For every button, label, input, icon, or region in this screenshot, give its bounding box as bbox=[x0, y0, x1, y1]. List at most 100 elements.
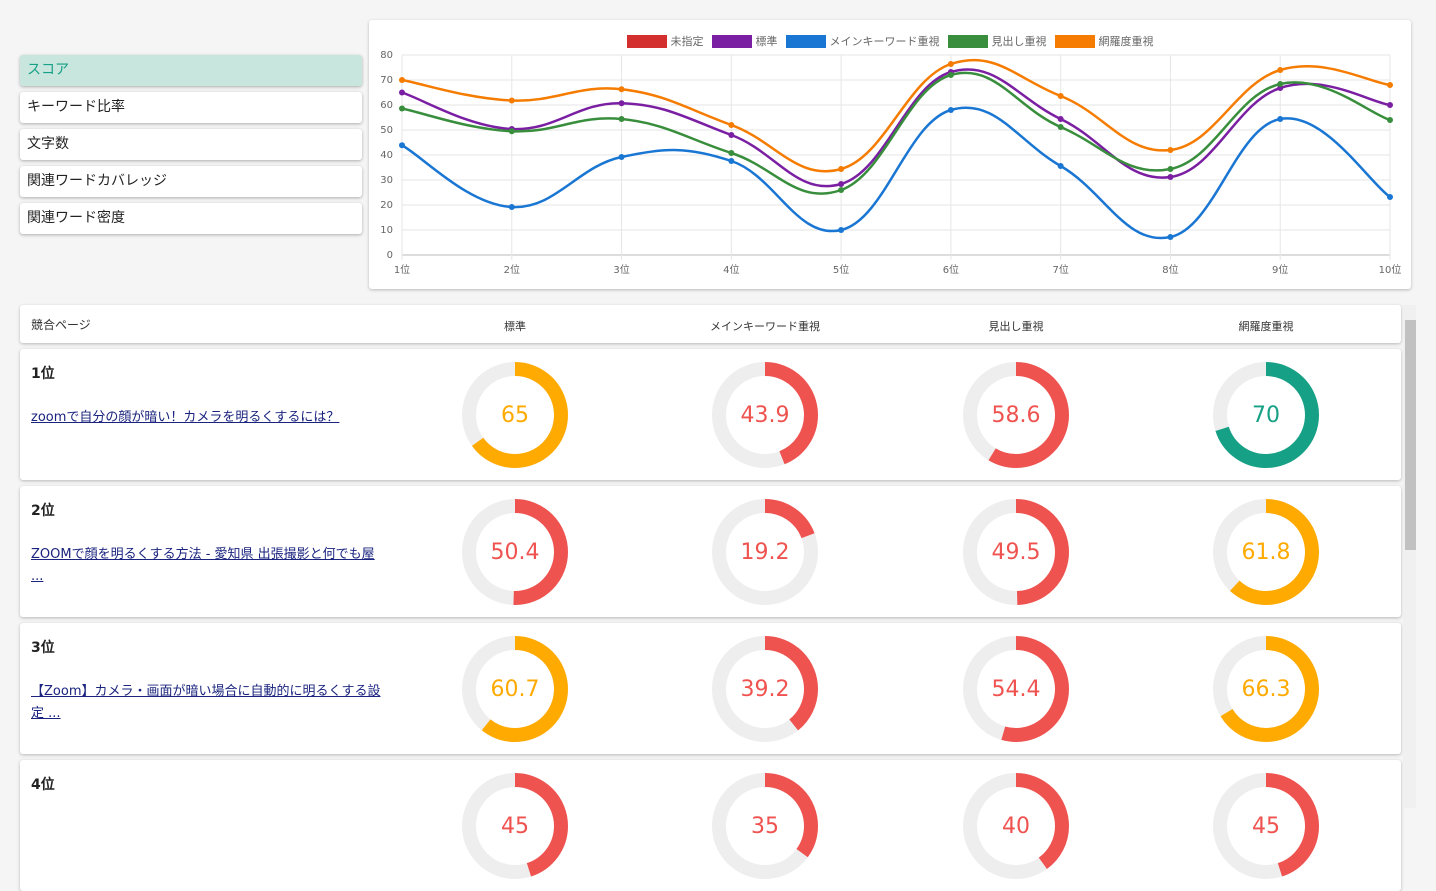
legend-label: 見出し重視 bbox=[991, 35, 1047, 48]
legend-label: メインキーワード重視 bbox=[829, 35, 940, 48]
header-cell: 標準 bbox=[504, 320, 526, 333]
donut-value: 35 bbox=[751, 814, 779, 839]
x-tick-label: 2位 bbox=[504, 263, 520, 276]
data-point bbox=[1277, 116, 1284, 122]
donut-value: 19.2 bbox=[741, 540, 790, 565]
legend-label: 標準 bbox=[755, 35, 778, 48]
legend-label: 未指定 bbox=[670, 35, 704, 48]
donut-row: 65 43.9 58.6 70 bbox=[462, 362, 1319, 468]
data-point bbox=[728, 150, 735, 156]
data-point bbox=[947, 61, 954, 67]
legend-item[interactable]: メインキーワード重視 bbox=[785, 33, 940, 49]
donut-arc bbox=[462, 362, 568, 468]
menu-item[interactable]: スコア bbox=[20, 55, 362, 86]
donut-arc bbox=[963, 499, 1069, 605]
donut-arc bbox=[462, 499, 568, 605]
donut-value: 54.4 bbox=[992, 677, 1041, 702]
header-cell: 競合ページ bbox=[31, 318, 91, 332]
rank: 3位 bbox=[31, 640, 55, 656]
rank: 4位 bbox=[31, 777, 55, 793]
x-tick-label: 4位 bbox=[723, 263, 739, 276]
legend: 未指定 標準 メインキーワード重視 見出し重視 網羅度重視 bbox=[369, 33, 1411, 49]
donut-arc bbox=[1213, 362, 1319, 468]
data-point bbox=[1277, 81, 1284, 87]
line-series bbox=[401, 71, 1391, 195]
menu-item[interactable]: キーワード比率 bbox=[20, 92, 362, 123]
legend-swatch bbox=[626, 34, 667, 48]
donut-value: 40 bbox=[1002, 814, 1030, 839]
legend-swatch bbox=[1054, 34, 1095, 48]
donut-value: 45 bbox=[501, 814, 529, 839]
donut-value: 49.5 bbox=[992, 540, 1041, 565]
legend-item[interactable]: 標準 bbox=[711, 33, 778, 49]
donut-row: 60.7 39.2 54.4 66.3 bbox=[462, 636, 1319, 742]
donut-value: 60.7 bbox=[491, 677, 540, 702]
donut-value: 45 bbox=[1252, 814, 1280, 839]
donut-value: 65 bbox=[501, 403, 529, 428]
data-point bbox=[1277, 67, 1284, 73]
data-point bbox=[1057, 116, 1064, 122]
data-point bbox=[399, 89, 405, 96]
y-tick-label: 20 bbox=[380, 200, 393, 211]
donut-value: 43.9 bbox=[741, 403, 790, 428]
data-point bbox=[838, 181, 845, 187]
page-link[interactable]: zoomで自分の顔が暗い！カメラを明るくするには？ bbox=[31, 410, 340, 425]
menu-item[interactable]: 関連ワード密度 bbox=[20, 203, 362, 234]
data-point bbox=[1387, 117, 1393, 123]
donut-value: 39.2 bbox=[741, 677, 790, 702]
table-row: 2位 ZOOMで顔を明るくする方法 - 愛知県 出張撮影と何でも屋 ... 50.4… bbox=[20, 486, 1401, 617]
data-point bbox=[618, 86, 625, 93]
header-cell: メインキーワード重視 bbox=[710, 320, 820, 333]
donut-value: 70 bbox=[1252, 403, 1280, 428]
data-point bbox=[838, 166, 845, 172]
x-tick-label: 10位 bbox=[1379, 263, 1402, 276]
x-tick-label: 9位 bbox=[1272, 263, 1288, 276]
y-tick-label: 80 bbox=[380, 50, 393, 61]
y-tick-label: 30 bbox=[380, 175, 393, 186]
menu-item[interactable]: 関連ワードカバレッジ bbox=[20, 166, 362, 197]
x-tick-label: 8位 bbox=[1162, 263, 1178, 276]
x-tick-label: 1位 bbox=[394, 263, 410, 276]
table-row: 1位 zoomで自分の顔が暗い！カメラを明るくするには？ 65 43.9 58.6 70 bbox=[20, 349, 1401, 480]
data-point bbox=[618, 154, 625, 160]
data-point bbox=[728, 158, 735, 164]
scrollbar-thumb[interactable] bbox=[1405, 320, 1416, 550]
legend-item[interactable]: 網羅度重視 bbox=[1054, 33, 1154, 49]
legend-item[interactable]: 未指定 bbox=[626, 33, 704, 49]
donut-arc bbox=[1213, 499, 1319, 605]
header-cell: 見出し重視 bbox=[988, 320, 1044, 333]
legend-item[interactable]: 見出し重視 bbox=[947, 33, 1047, 49]
data-point bbox=[947, 107, 954, 113]
donut-row: 50.4 19.2 49.5 61.8 bbox=[462, 499, 1319, 605]
data-point bbox=[399, 77, 405, 83]
y-tick-label: 50 bbox=[380, 125, 393, 136]
legend-swatch bbox=[785, 34, 826, 48]
donut-row: 45 35 40 45 bbox=[462, 773, 1319, 879]
y-tick-label: 10 bbox=[380, 225, 393, 236]
data-point bbox=[728, 122, 735, 128]
x-tick-label: 3位 bbox=[613, 263, 629, 276]
data-point bbox=[1387, 102, 1393, 108]
donut-value: 61.8 bbox=[1242, 540, 1291, 565]
page-link[interactable]: 【Zoom】カメラ・画面が暗い場合に自動的に明るくする設定 ... bbox=[31, 684, 381, 721]
data-point bbox=[1057, 93, 1064, 99]
data-point bbox=[508, 128, 515, 135]
data-point bbox=[399, 142, 405, 149]
scrollbar[interactable] bbox=[1403, 305, 1416, 808]
menu-item[interactable]: 文字数 bbox=[20, 129, 362, 160]
table-header: 競合ページ 標準 メインキーワード重視 見出し重視 網羅度重視 bbox=[20, 305, 1401, 343]
legend-swatch bbox=[711, 34, 752, 48]
donut-arc bbox=[712, 636, 818, 742]
line-series bbox=[401, 58, 1391, 173]
donut-arc bbox=[712, 362, 818, 468]
page-link[interactable]: ZOOMで顔を明るくする方法 - 愛知県 出張撮影と何でも屋 ... bbox=[31, 547, 375, 584]
x-tick-label: 7位 bbox=[1052, 263, 1068, 276]
donut-value: 58.6 bbox=[992, 403, 1041, 428]
y-tick-label: 40 bbox=[380, 150, 393, 161]
data-point bbox=[399, 105, 405, 112]
donut-arc bbox=[963, 362, 1069, 468]
donut-arc bbox=[963, 636, 1069, 742]
donut-arc bbox=[462, 636, 568, 742]
line-series bbox=[401, 68, 1391, 188]
data-point bbox=[838, 187, 845, 193]
